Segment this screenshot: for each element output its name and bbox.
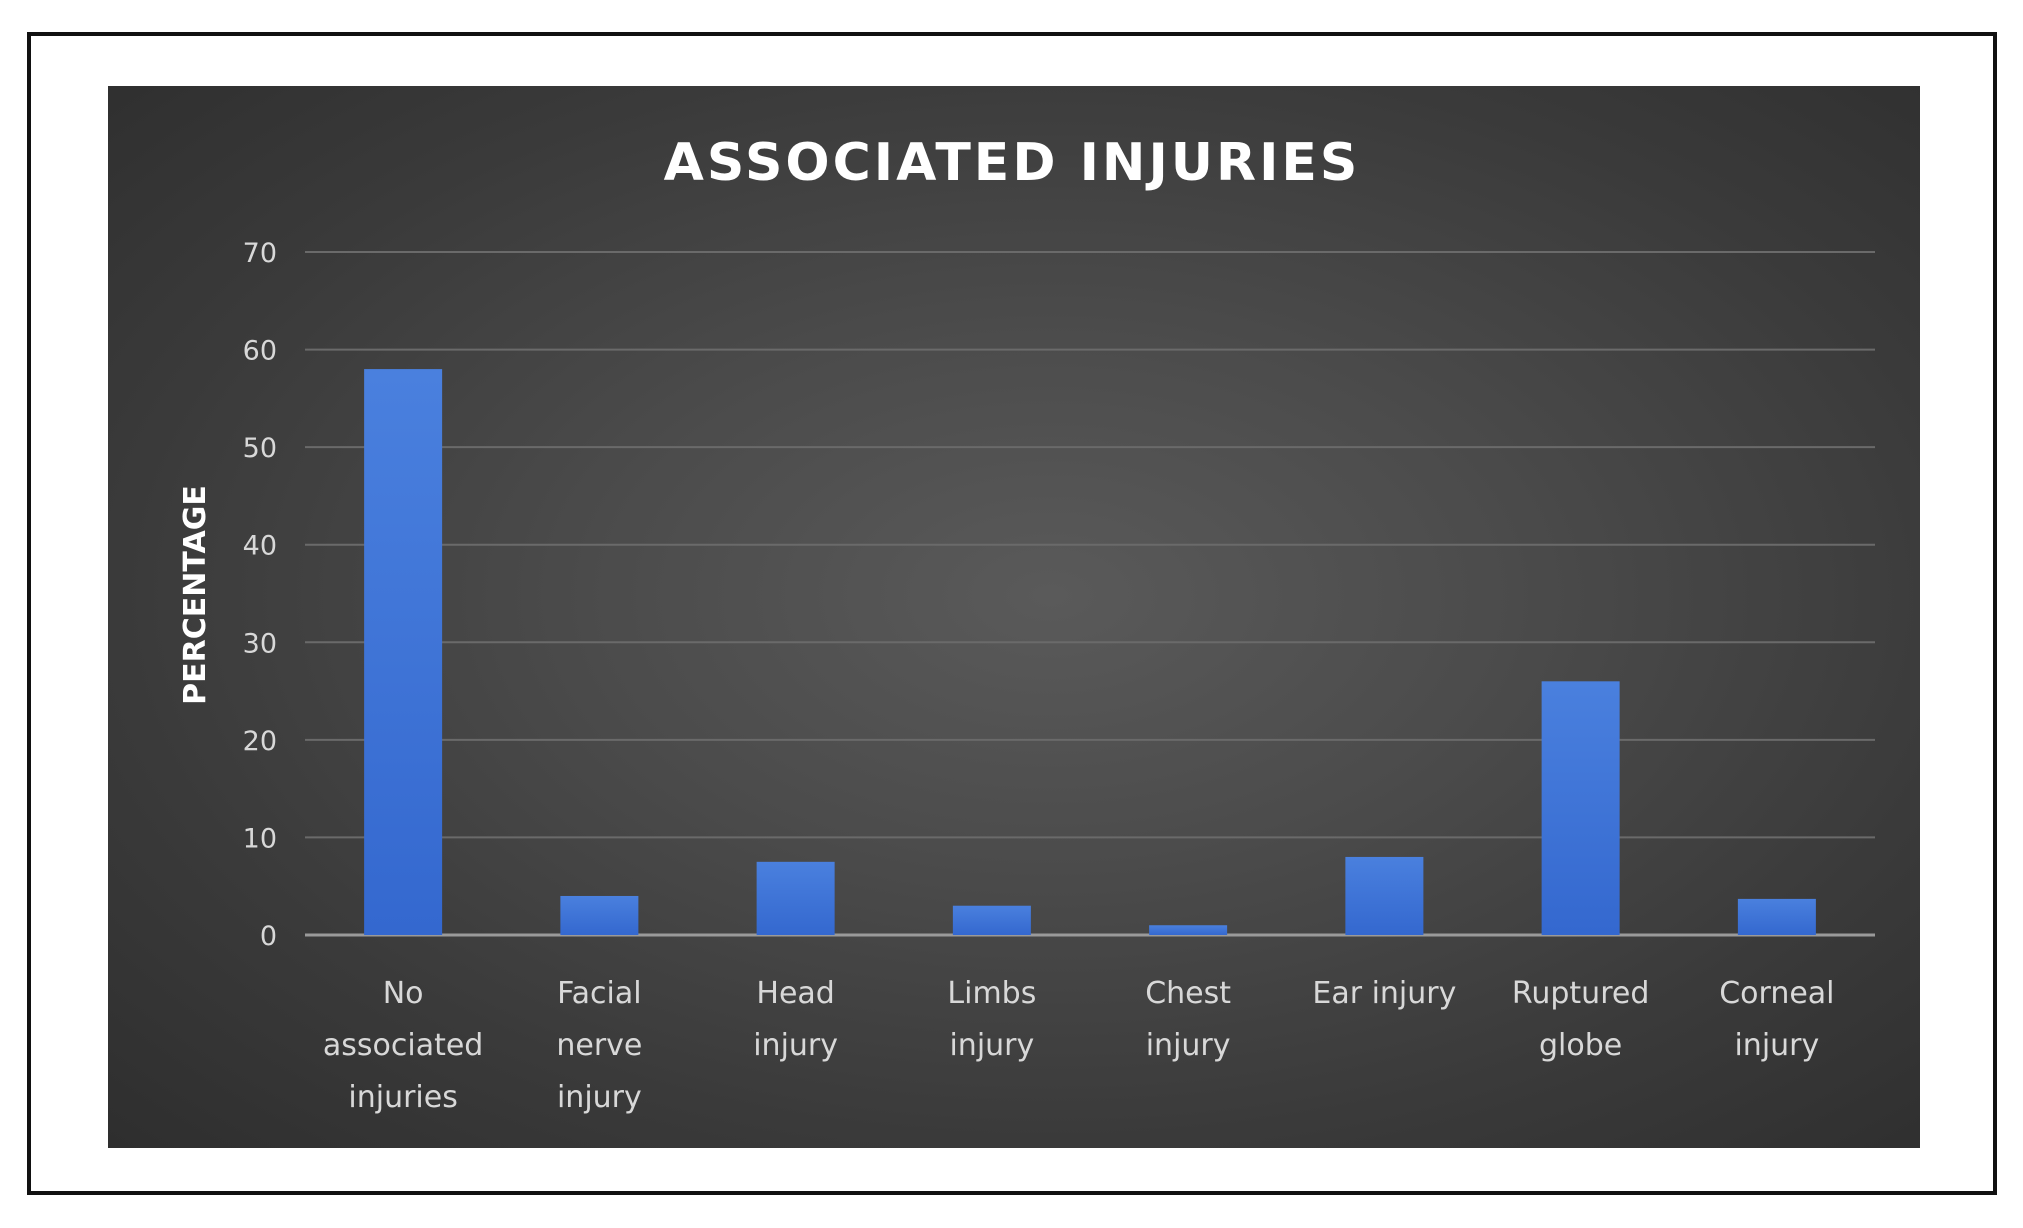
x-tick-label: Corneal injury <box>1719 976 1834 1063</box>
bar <box>1541 681 1620 935</box>
x-tick-label-line: Ear injury <box>1312 976 1456 1011</box>
y-tick-label: 70 <box>243 238 277 269</box>
bar <box>952 905 1031 935</box>
x-tick-label-line: injury <box>1146 1028 1231 1063</box>
x-tick-label: Facial nerve injury <box>556 976 642 1115</box>
y-tick-label: 40 <box>243 531 277 562</box>
x-tick-label-line: globe <box>1539 1028 1622 1063</box>
x-tick-label-line: injury <box>949 1028 1034 1063</box>
x-tick-label-line: injury <box>557 1080 642 1115</box>
y-tick-label: 0 <box>260 921 277 952</box>
x-tick-label-line: Ruptured <box>1512 976 1650 1011</box>
y-tick-label: 20 <box>243 726 277 757</box>
x-tick-label-line: Limbs <box>947 976 1036 1011</box>
x-tick-label-line: injury <box>753 1028 838 1063</box>
gridlines <box>305 251 1875 937</box>
y-tick-label: 10 <box>243 823 277 854</box>
x-tick-label-line: Chest <box>1145 976 1231 1011</box>
bar <box>560 895 639 935</box>
x-tick-label-line: Corneal <box>1719 976 1834 1011</box>
y-axis-label: PERCENTAGE <box>178 485 213 705</box>
x-tick-label: Limbs injury <box>947 976 1036 1063</box>
x-tick-label-line: injuries <box>348 1080 457 1115</box>
chart-title: ASSOCIATED INJURIES <box>664 133 1361 193</box>
y-tick-labels: 0 10 20 30 40 50 60 70 <box>243 238 277 952</box>
x-tick-label-line: No <box>383 976 424 1011</box>
x-tick-label: Chest injury <box>1145 976 1231 1063</box>
y-tick-label: 50 <box>243 433 277 464</box>
bar <box>1149 925 1228 935</box>
x-tick-label-line: Facial <box>557 976 641 1011</box>
bar <box>364 369 443 936</box>
x-tick-label-line: nerve <box>556 1028 642 1063</box>
x-tick-label: Head injury <box>753 976 838 1063</box>
bars <box>364 369 1816 936</box>
x-tick-label: No associated injuries <box>323 976 483 1115</box>
x-tick-label-line: associated <box>323 1028 483 1063</box>
bar <box>756 861 835 935</box>
x-tick-label: Ear injury <box>1312 976 1456 1011</box>
y-tick-label: 60 <box>243 336 277 367</box>
bar <box>1345 856 1424 935</box>
bar <box>1737 898 1816 935</box>
x-tick-label-line: injury <box>1734 1028 1819 1063</box>
x-tick-label-line: Head <box>756 976 834 1011</box>
x-tick-label: Ruptured globe <box>1512 976 1650 1063</box>
y-tick-label: 30 <box>243 628 277 659</box>
